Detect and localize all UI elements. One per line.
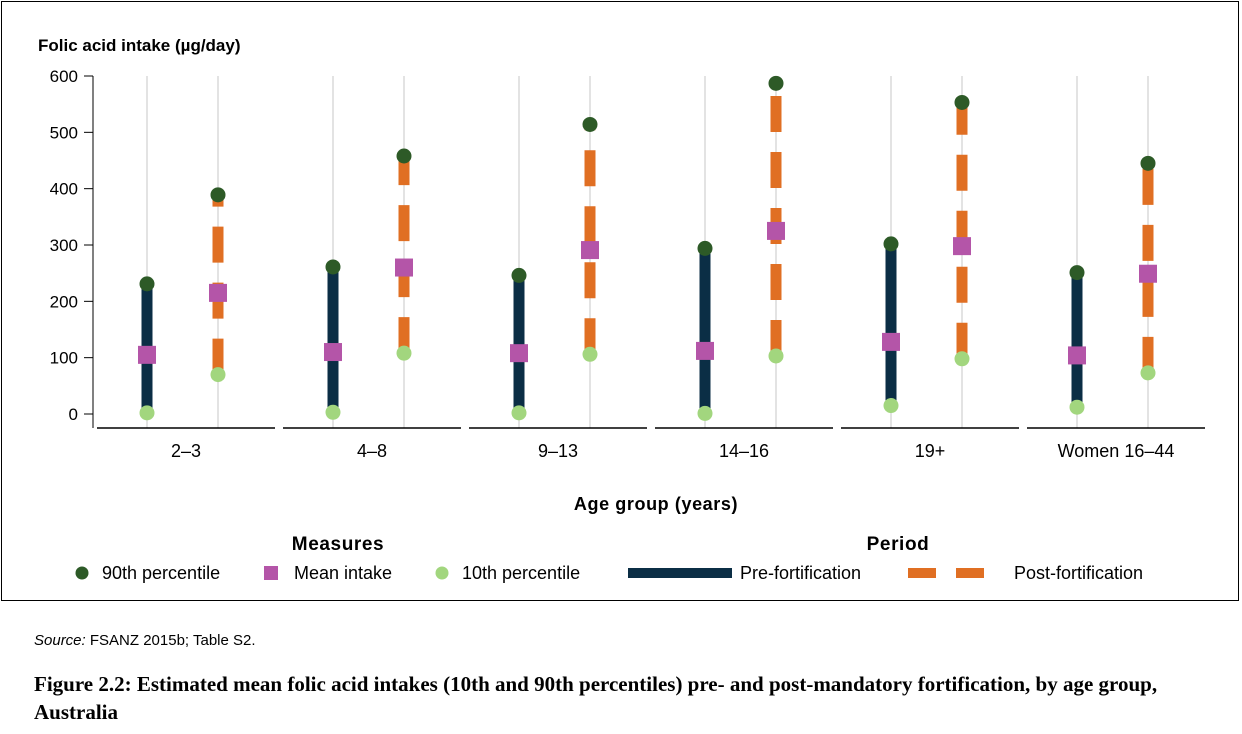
x-tick-label: 4–8 [357, 441, 387, 461]
p90-point [697, 240, 713, 256]
x-axis-title: Age group (years) [574, 494, 738, 514]
y-tick-label: 100 [50, 349, 78, 368]
p90-point [768, 75, 784, 91]
legend-mean-marker [264, 566, 278, 580]
x-tick-label: Women 16–44 [1058, 441, 1175, 461]
mean-point [882, 332, 900, 351]
y-tick-label: 600 [50, 67, 78, 86]
mean-point [953, 237, 971, 256]
p90-point [582, 116, 598, 132]
p90-point [511, 267, 527, 283]
y-axis-title: Folic acid intake (µg/day) [38, 36, 241, 55]
y-tick-label: 400 [50, 180, 78, 199]
p10-point [954, 351, 970, 367]
p90-point [396, 148, 412, 164]
p10-point [210, 367, 226, 383]
p90-point [210, 187, 226, 203]
p90-point [1069, 265, 1085, 281]
mean-point [767, 221, 785, 240]
mean-point [696, 341, 714, 360]
x-tick-label: 2–3 [171, 441, 201, 461]
p90-point [325, 259, 341, 275]
figure-caption: Figure 2.2: Estimated mean folic acid in… [34, 672, 1158, 724]
legend-p90-marker [75, 566, 89, 580]
mean-point [581, 241, 599, 260]
p10-point [325, 404, 341, 420]
legend-p10-label: 10th percentile [462, 563, 580, 583]
mean-point [138, 345, 156, 364]
x-tick-label: 9–13 [538, 441, 578, 461]
p10-point [582, 346, 598, 362]
source-text: FSANZ 2015b; Table S2. [89, 632, 256, 649]
y-tick-label: 500 [50, 123, 78, 142]
mean-point [324, 343, 342, 362]
y-tick-label: 300 [50, 236, 78, 255]
legend: Measures Period 90th percentile Mean inta… [75, 534, 1143, 583]
legend-post-label: Post-fortification [1014, 563, 1143, 583]
source-label: Source: [34, 632, 86, 649]
x-tick-label: 14–16 [719, 441, 769, 461]
p90-point [883, 236, 899, 252]
p10-point [1140, 365, 1156, 381]
mean-point [510, 344, 528, 363]
legend-p10-marker [435, 566, 449, 580]
chart-frame [1, 1, 1239, 601]
x-tick-label: 19+ [915, 441, 946, 461]
mean-point [395, 258, 413, 277]
y-tick-label: 0 [69, 405, 78, 424]
p10-point [511, 405, 527, 421]
legend-pre-label: Pre-fortification [740, 563, 861, 583]
p90-point [954, 94, 970, 110]
p90-point [139, 276, 155, 292]
mean-point [209, 283, 227, 302]
source-note: Source: FSANZ 2015b; Table S2. [34, 632, 256, 649]
p10-point [697, 405, 713, 421]
p10-point [1069, 399, 1085, 415]
p10-point [883, 398, 899, 414]
mean-point [1139, 264, 1157, 283]
legend-measures-title: Measures [292, 534, 384, 555]
p10-point [396, 345, 412, 361]
p90-point [1140, 155, 1156, 171]
p10-point [768, 348, 784, 364]
p10-point [139, 405, 155, 421]
legend-p90-label: 90th percentile [102, 563, 220, 583]
legend-period-title: Period [867, 534, 930, 555]
legend-mean-label: Mean intake [294, 563, 392, 583]
y-tick-label: 200 [50, 292, 78, 311]
mean-point [1068, 346, 1086, 365]
